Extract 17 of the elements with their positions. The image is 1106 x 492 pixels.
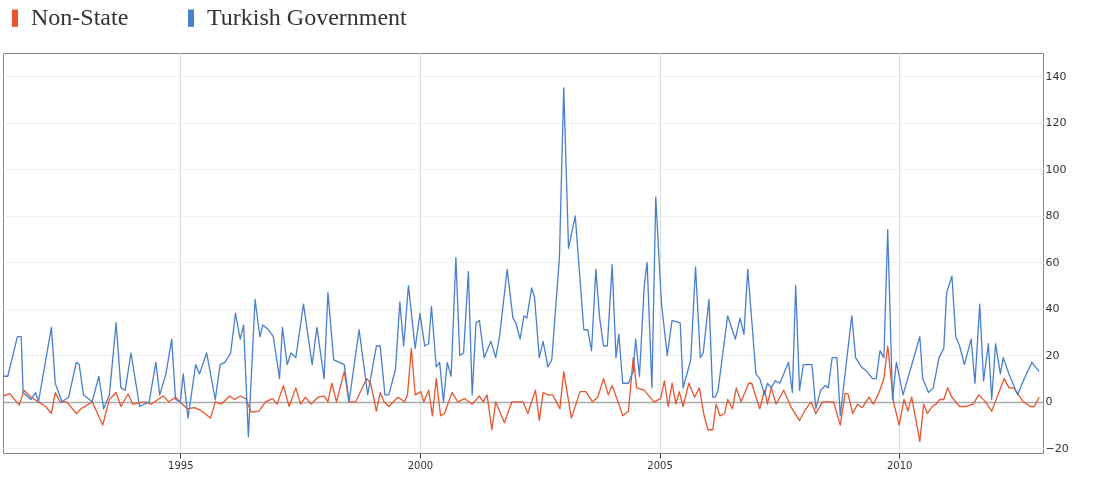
y-tick-label: 100 bbox=[1045, 162, 1067, 176]
x-tick-label: 2005 bbox=[647, 459, 673, 471]
y-tick-label: 20 bbox=[1045, 348, 1060, 362]
y-tick-label: 0 bbox=[1045, 395, 1053, 409]
y-tick-label: −20 bbox=[1045, 441, 1069, 455]
x-tick-label: 2000 bbox=[407, 459, 434, 471]
legend-label: Turkish Government bbox=[207, 4, 408, 31]
y-tick-label: 60 bbox=[1045, 255, 1060, 269]
y-tick-label: 40 bbox=[1045, 302, 1060, 316]
y-tick-label: 120 bbox=[1045, 116, 1067, 130]
line-series bbox=[3, 87, 1040, 438]
line-series bbox=[3, 345, 1040, 443]
legend-label: Non-State bbox=[31, 4, 129, 31]
y-tick-label: 140 bbox=[1045, 69, 1067, 83]
x-tick-label: 1995 bbox=[168, 459, 194, 471]
x-tick-label: 2010 bbox=[886, 459, 913, 471]
y-tick-label: 80 bbox=[1045, 209, 1060, 223]
